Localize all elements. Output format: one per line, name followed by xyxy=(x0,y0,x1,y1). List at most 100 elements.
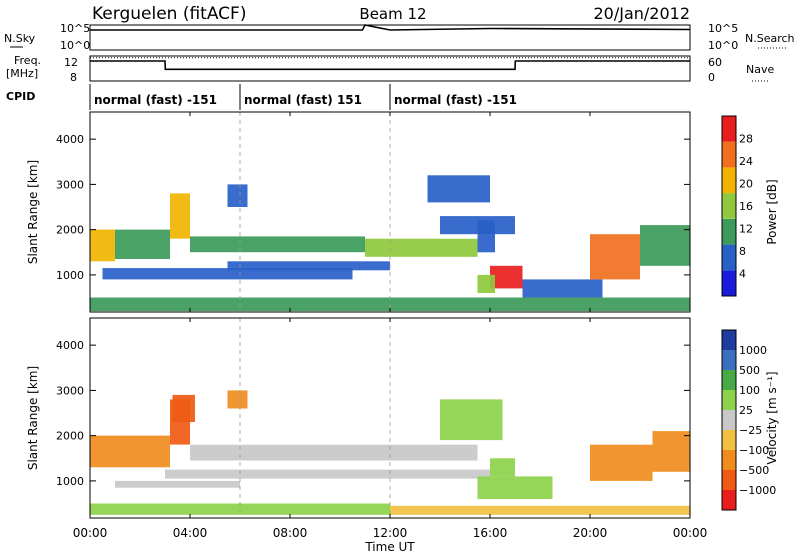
freq-tick-top: 12 xyxy=(64,56,78,69)
x-tick-label: 00:00 xyxy=(673,526,708,540)
heatmap-cell xyxy=(477,274,495,293)
y-tick-label: 2000 xyxy=(56,430,84,443)
nsky-series xyxy=(90,24,691,31)
colorbar-cell xyxy=(722,116,736,142)
heatmap-cell xyxy=(522,279,603,298)
y-tick-label: 3000 xyxy=(56,384,84,397)
heatmap-cell xyxy=(115,480,240,488)
nave-label: Nave xyxy=(746,63,774,76)
power-ylabel: Slant Range [km] xyxy=(26,160,40,264)
heatmap-cell xyxy=(190,444,478,461)
freq-series xyxy=(90,57,690,71)
heatmap-cell xyxy=(227,261,390,271)
freq-unit-label: [MHz] xyxy=(6,67,38,80)
power-colorbar-label: Power [dB] xyxy=(765,179,779,244)
station-title: Kerguelen (fitACF) xyxy=(92,4,246,24)
colorbar-tick-label: −500 xyxy=(739,464,769,477)
heatmap-cell xyxy=(172,394,195,422)
power-colorbar: 28 24 20 16 12 8 4 xyxy=(721,115,753,297)
colorbar-cell xyxy=(722,430,736,450)
cpid-row: normal (fast) -151 normal (fast) 151 norma… xyxy=(89,84,517,110)
heatmap-cell xyxy=(227,184,248,207)
x-axis-label: Time UT xyxy=(364,540,415,554)
heatmap-cell xyxy=(590,234,640,280)
heatmap-cell xyxy=(477,476,553,499)
x-tick-label: 00:00 xyxy=(73,526,108,540)
freq-line xyxy=(90,60,690,71)
cpid-segment-label: normal (fast) 151 xyxy=(244,93,362,107)
colorbar-tick-label: 16 xyxy=(739,200,753,213)
velocity-panel xyxy=(90,318,690,518)
velocity-colorbar-label: Velocity [m s⁻¹] xyxy=(765,371,779,464)
x-tick-label: 08:00 xyxy=(273,526,308,540)
colorbar-cell xyxy=(722,193,736,219)
nsky-tick-top: 10^5 xyxy=(60,22,90,35)
y-tick-label: 1000 xyxy=(56,475,84,488)
colorbar-tick-label: 1000 xyxy=(739,344,767,357)
colorbar-cell xyxy=(722,167,736,194)
y-tick-label: 1000 xyxy=(56,269,84,282)
y-tick-label: 4000 xyxy=(56,133,84,146)
colorbar-tick-label: −100 xyxy=(739,444,769,457)
colorbar-cell xyxy=(722,470,736,490)
x-axis-ticks: 00:00 04:00 08:00 12:00 16:00 20:00 00:00 xyxy=(73,112,708,540)
x-tick-label: 12:00 xyxy=(373,526,408,540)
beam-label: Beam 12 xyxy=(359,5,426,23)
colorbar-cell xyxy=(722,370,736,390)
colorbar-cell xyxy=(722,390,736,410)
nsky-panel-frame xyxy=(89,24,691,51)
colorbar-tick-label: 12 xyxy=(739,223,753,236)
power-panel xyxy=(90,112,690,312)
freq-panel-frame xyxy=(89,55,691,82)
colorbar-tick-label: −1000 xyxy=(739,484,776,497)
velocity-colorbar: 1000 500 100 25 −25 −100 −500 −1000 xyxy=(721,329,776,511)
heatmap-cell xyxy=(170,193,190,239)
heatmap-cell xyxy=(490,265,523,289)
heatmap-cell xyxy=(365,238,478,257)
colorbar-cell xyxy=(722,218,736,245)
heatmap-cell xyxy=(590,444,653,481)
nsearch-tick-top: 10^5 xyxy=(708,22,738,35)
heatmap-cell xyxy=(640,225,690,266)
colorbar-cell xyxy=(722,490,736,510)
date-label: 20/Jan/2012 xyxy=(593,4,690,23)
colorbar-frame xyxy=(721,115,737,297)
colorbar-tick-label: −25 xyxy=(739,424,762,437)
y-tick-label: 4000 xyxy=(56,339,84,352)
y-tick-label: 2000 xyxy=(56,224,84,237)
freq-tick-bottom: 8 xyxy=(70,71,77,84)
colorbar-cell xyxy=(722,450,736,470)
nave-tick-top: 60 xyxy=(708,56,722,69)
power-yticks: 4000 3000 2000 1000 xyxy=(56,133,690,282)
nsky-tick-bottom: 10^0 xyxy=(60,39,90,52)
colorbar-tick-label: 28 xyxy=(739,133,753,146)
colorbar-tick-label: 4 xyxy=(739,268,746,281)
colorbar-cell xyxy=(722,270,736,296)
heatmap-cell xyxy=(652,431,690,472)
x-tick-label: 04:00 xyxy=(173,526,208,540)
heatmap-cell xyxy=(440,399,503,441)
velocity-yticks: 4000 3000 2000 1000 xyxy=(56,339,690,488)
heatmap-cell xyxy=(390,505,690,515)
colorbar-tick-label: 100 xyxy=(739,384,760,397)
heatmap-cell xyxy=(102,268,353,280)
velocity-ylabel: Slant Range [km] xyxy=(26,366,40,470)
heatmap-cell xyxy=(440,216,515,235)
nsearch-label: N.Search xyxy=(745,32,795,45)
nsky-line xyxy=(90,24,691,31)
cpid-label: CPID xyxy=(6,90,35,103)
heatmap-cell xyxy=(90,503,390,515)
heatmap-cell xyxy=(427,175,490,203)
colorbar-tick-label: 24 xyxy=(739,155,753,168)
nsky-label: N.Sky xyxy=(4,32,36,45)
cpid-segment-label: normal (fast) -151 xyxy=(394,93,517,107)
heatmap-cell xyxy=(190,236,365,253)
colorbar-tick-label: 20 xyxy=(739,178,753,191)
nsearch-tick-bottom: 10^0 xyxy=(708,39,738,52)
colorbar-tick-label: 500 xyxy=(739,364,760,377)
heatmap-cell xyxy=(90,435,170,468)
colorbar-cell xyxy=(722,330,736,350)
colorbar-tick-label: 8 xyxy=(739,245,746,258)
y-tick-label: 3000 xyxy=(56,178,84,191)
